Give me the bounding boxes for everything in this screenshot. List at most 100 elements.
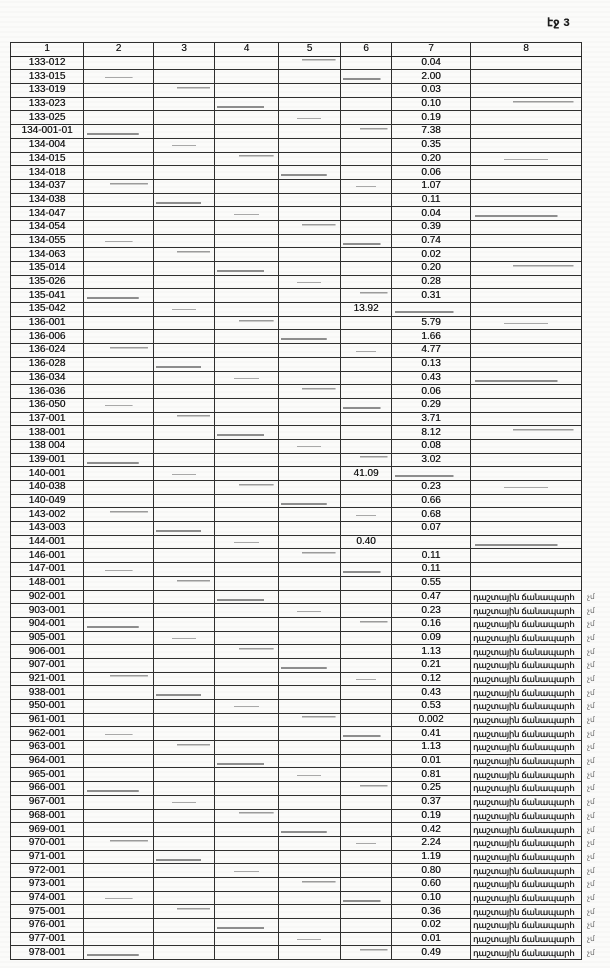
table-row: 138-001 8.12 xyxy=(10,425,604,440)
parcel-code-cell: 134-063 xyxy=(10,247,84,262)
value-cell: 0.21 xyxy=(391,657,471,673)
table-row: 905-001 0.09 դաշտային ճանապարհ չմ xyxy=(10,630,604,646)
value-cell xyxy=(214,206,279,221)
value-cell xyxy=(214,521,279,536)
table-row: 144-001 0.40 xyxy=(10,534,604,550)
value-cell xyxy=(340,876,392,892)
value-cell xyxy=(83,206,154,221)
value-cell xyxy=(340,151,392,167)
value-cell xyxy=(340,178,392,194)
table-body: 133-012 0.04 133-015 2.00 133-019 0.03 133-023… xyxy=(10,55,604,961)
value-cell xyxy=(278,343,341,358)
value-cell: 8.12 xyxy=(391,425,471,440)
table-row: 134-037 1.07 xyxy=(10,178,604,194)
value-cell xyxy=(83,69,154,85)
value-cell xyxy=(278,384,341,399)
value-cell xyxy=(214,370,279,386)
margin-note: չմ xyxy=(587,701,595,711)
table-row: 133-025 0.19 xyxy=(10,110,604,126)
value-cell xyxy=(83,575,154,591)
value-cell xyxy=(214,781,279,796)
value-cell xyxy=(278,589,341,605)
parcel-code-cell: 135-041 xyxy=(10,288,84,304)
land-use-cell xyxy=(470,315,582,331)
parcel-code-cell: 907-001 xyxy=(10,657,84,673)
value-cell xyxy=(153,343,215,358)
value-cell xyxy=(83,192,154,208)
value-cell xyxy=(153,835,215,851)
value-cell: 0.40 xyxy=(340,534,392,550)
value-cell xyxy=(340,274,392,290)
margin-note: չմ xyxy=(587,769,595,779)
value-cell xyxy=(83,562,154,577)
value-cell xyxy=(214,822,279,837)
value-cell xyxy=(214,288,279,304)
page-number: էջ 3 xyxy=(547,17,570,29)
parcel-code-cell: 975-001 xyxy=(10,904,84,919)
column-header: 6 xyxy=(340,42,392,57)
value-cell: 0.31 xyxy=(391,288,471,304)
land-use-cell: դաշտային ճանապարհ xyxy=(470,699,582,714)
value-cell xyxy=(83,438,154,454)
value-cell xyxy=(214,411,279,427)
value-cell xyxy=(153,411,215,427)
parcel-code-cell: 134-055 xyxy=(10,233,84,249)
value-cell xyxy=(340,781,392,796)
value-cell xyxy=(340,343,392,358)
value-cell xyxy=(83,261,154,276)
margin-note: չմ xyxy=(587,906,595,916)
value-cell: 0.41 xyxy=(391,726,471,742)
parcel-code-cell: 134-038 xyxy=(10,192,84,208)
value-cell xyxy=(278,192,341,208)
column-header: 7 xyxy=(391,42,471,57)
table-row: 903-001 0.23 դաշտային ճանապարհ չմ xyxy=(10,603,604,618)
value-cell: 0.81 xyxy=(391,767,471,783)
value-cell xyxy=(214,671,279,687)
table-row: 133-023 0.10 xyxy=(10,96,604,112)
value-cell xyxy=(214,302,279,317)
value-cell xyxy=(83,480,154,495)
land-use-cell: դաշտային ճանապարհ xyxy=(470,753,582,769)
land-use-cell: դաշտային ճանապարհ xyxy=(470,918,582,933)
value-cell xyxy=(214,233,279,249)
value-cell xyxy=(83,630,154,646)
value-cell xyxy=(83,589,154,605)
land-use-cell xyxy=(470,370,582,386)
value-cell xyxy=(214,315,279,331)
value-cell xyxy=(83,726,154,742)
table-row: 143-002 0.68 xyxy=(10,507,604,523)
value-cell xyxy=(278,425,341,440)
margin-note xyxy=(582,522,604,536)
value-cell xyxy=(153,397,215,413)
land-use-cell xyxy=(470,425,582,440)
value-cell xyxy=(83,918,154,933)
value-cell xyxy=(340,69,392,85)
value-cell xyxy=(340,918,392,933)
value-cell xyxy=(83,83,154,98)
parcel-code-cell: 972-001 xyxy=(10,863,84,878)
value-cell xyxy=(83,452,154,468)
land-use-cell xyxy=(470,397,582,413)
value-cell xyxy=(153,438,215,454)
land-use-cell xyxy=(470,219,582,235)
value-cell xyxy=(153,507,215,523)
value-cell xyxy=(278,507,341,523)
table-row: 963-001 1.13 դաշտային ճանապարհ չմ xyxy=(10,740,604,755)
value-cell xyxy=(153,178,215,194)
value-cell xyxy=(214,356,279,372)
table-row: 950-001 0.53 դաշտային ճանապարհ չմ xyxy=(10,699,604,714)
value-cell xyxy=(153,863,215,878)
parcel-code-cell: 148-001 xyxy=(10,575,84,591)
value-cell xyxy=(214,178,279,194)
value-cell xyxy=(340,712,392,728)
table-row: 972-001 0.80 դաշտային ճանապարհ չմ xyxy=(10,863,604,878)
value-cell xyxy=(340,329,392,345)
table-row: 135-014 0.20 xyxy=(10,261,604,276)
table-row: 136-050 0.29 xyxy=(10,397,604,413)
table-row: 136-001 5.79 xyxy=(10,315,604,331)
parcel-code-cell: 905-001 xyxy=(10,630,84,646)
value-cell xyxy=(214,69,279,85)
value-cell xyxy=(214,808,279,824)
value-cell xyxy=(278,575,341,591)
land-use-cell xyxy=(470,452,582,468)
